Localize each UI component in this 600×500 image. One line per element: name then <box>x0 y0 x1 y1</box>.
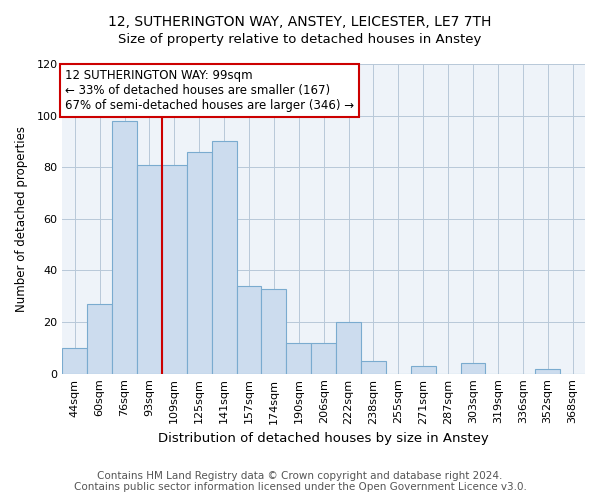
Bar <box>62 348 87 374</box>
Text: Contains HM Land Registry data © Crown copyright and database right 2024.
Contai: Contains HM Land Registry data © Crown c… <box>74 471 526 492</box>
Bar <box>212 142 236 374</box>
Bar <box>87 304 112 374</box>
Bar <box>262 288 286 374</box>
Bar <box>112 121 137 374</box>
Bar <box>336 322 361 374</box>
Text: 12, SUTHERINGTON WAY, ANSTEY, LEICESTER, LE7 7TH: 12, SUTHERINGTON WAY, ANSTEY, LEICESTER,… <box>109 15 491 29</box>
Text: Size of property relative to detached houses in Anstey: Size of property relative to detached ho… <box>118 32 482 46</box>
Bar <box>361 361 386 374</box>
Bar <box>461 364 485 374</box>
Bar <box>286 342 311 374</box>
Bar <box>187 152 212 374</box>
Bar <box>162 164 187 374</box>
Bar <box>535 368 560 374</box>
X-axis label: Distribution of detached houses by size in Anstey: Distribution of detached houses by size … <box>158 432 489 445</box>
Bar <box>236 286 262 374</box>
Y-axis label: Number of detached properties: Number of detached properties <box>15 126 28 312</box>
Bar <box>311 342 336 374</box>
Text: 12 SUTHERINGTON WAY: 99sqm
← 33% of detached houses are smaller (167)
67% of sem: 12 SUTHERINGTON WAY: 99sqm ← 33% of deta… <box>65 69 354 112</box>
Bar <box>411 366 436 374</box>
Bar <box>137 164 162 374</box>
